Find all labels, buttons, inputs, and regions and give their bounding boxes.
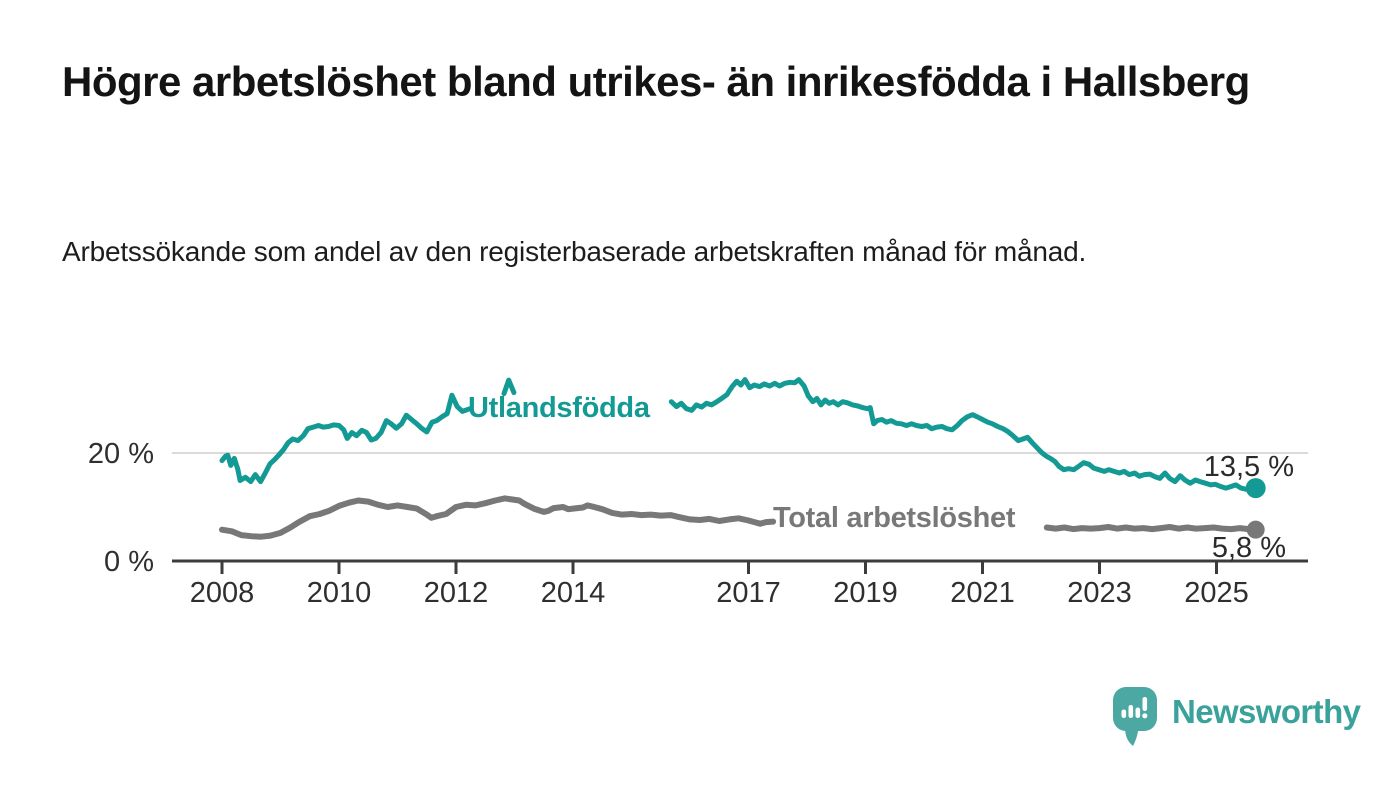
series-end-dot-utlandsfodda [1245,478,1266,499]
series-label-utlandsfodda: Utlandsfödda [468,392,650,424]
x-tick-label-2023: 2023 [1067,577,1132,609]
newsworthy-logo-text: Newsworthy [1172,693,1361,730]
series-line-total-arbetsloshet-seg1 [1043,524,1259,533]
newsworthy-speech-bubble-chart-icon [1113,687,1157,746]
x-tick-label-2021: 2021 [950,577,1015,609]
end-value-label-total: 5,8 % [1211,532,1286,564]
y-tick-label-0: 0 % [104,546,154,578]
x-tick-label-2012: 2012 [424,577,489,609]
series-line-utlandsfodda-seg2 [668,377,1259,492]
y-tick-label-20: 20 % [88,438,154,470]
x-tick-label-2025: 2025 [1184,577,1249,609]
chart-title: Högre arbetslöshet bland utrikes- än inr… [62,58,1250,105]
x-tick-label-2019: 2019 [833,577,898,609]
series-line-utlandsfodda-seg0 [219,392,473,485]
end-value-label-utlandsfodda: 13,5 % [1203,451,1294,483]
series-line-utlandsfodda-seg1 [501,377,517,397]
x-tick-label-2008: 2008 [190,577,255,609]
chart-subtitle: Arbetssökande som andel av den registerb… [62,236,1087,267]
x-tick-label-2017: 2017 [716,577,781,609]
series-end-dot-total-arbetsloshet [1246,520,1265,539]
newsworthy-logo: Newsworthy [1112,686,1361,748]
series-line-total-arbetsloshet-seg0 [219,495,777,540]
x-tick-label-2010: 2010 [307,577,372,609]
x-tick-label-2014: 2014 [541,577,606,609]
series-label-total-arbetsloshet: Total arbetslöshet [773,502,1016,534]
